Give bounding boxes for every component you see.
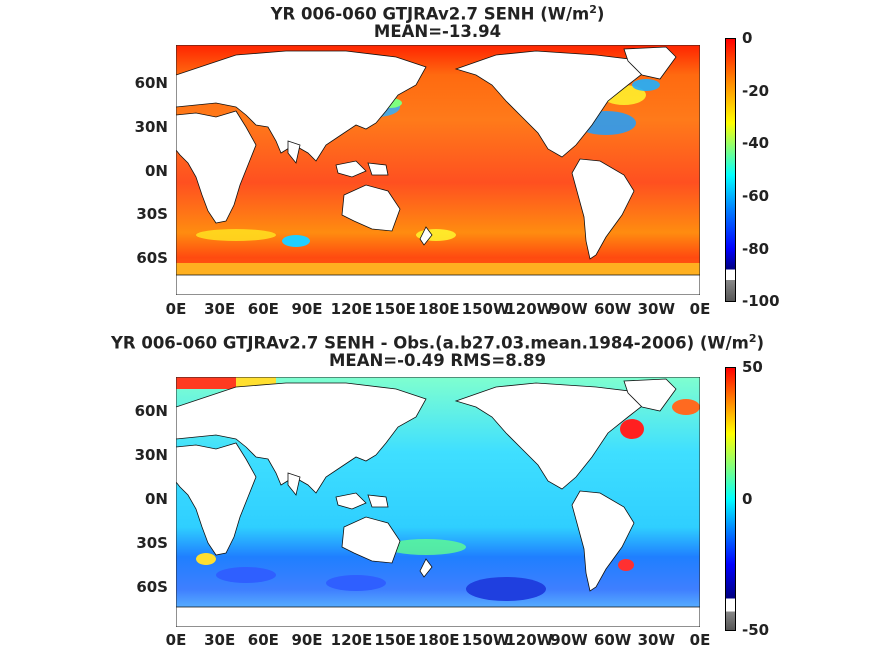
panel1-ytick: 60N xyxy=(134,74,168,92)
panel2-colorbar-label: 0 xyxy=(742,490,753,508)
panel1-xtick: 120E xyxy=(330,300,373,318)
panel2-colorbar-label: 50 xyxy=(742,358,763,376)
panel1-colorbar-label: 0 xyxy=(742,29,753,47)
panel2-xtick: 0E xyxy=(689,631,711,649)
panel1-title: YR 006-060 GTJRAv2.7 SENH (W/m2) xyxy=(270,3,605,24)
panel2-xtick: 60W xyxy=(593,631,632,649)
panel2-xtick: 90W xyxy=(550,631,588,649)
panel2-xtick: 30W xyxy=(637,631,676,649)
panel2-ytick: 60N xyxy=(134,402,168,420)
panel1-xtick: 150W xyxy=(461,300,510,318)
panel1-colorbar-label: -20 xyxy=(742,82,770,100)
panel2-xtick: 90E xyxy=(291,631,323,649)
panel1-xtick: 0E xyxy=(689,300,711,318)
panel1-ytick: 30N xyxy=(134,118,168,136)
panel2-mean-rms: MEAN=-0.49 RMS=8.89 xyxy=(329,351,546,370)
panel1-xtick: 60E xyxy=(247,300,279,318)
panel2-map xyxy=(176,377,700,627)
panel2-xtick: 150W xyxy=(461,631,510,649)
panel1-colorbar-label: -80 xyxy=(742,240,770,258)
panel1-xtick: 30E xyxy=(204,300,236,318)
panel2-xtick: 120W xyxy=(505,631,554,649)
panel1-mean: MEAN=-13.94 xyxy=(373,22,502,41)
panel2-ytick: 30N xyxy=(134,446,168,464)
panel1-colorbar-label: -40 xyxy=(742,134,770,152)
panel2-xtick: 0E xyxy=(165,631,187,649)
panel1-xtick: 30W xyxy=(637,300,676,318)
panel1-xtick: 60W xyxy=(593,300,632,318)
panel2-ytick: 30S xyxy=(136,534,168,552)
panel2-ytick: 60S xyxy=(136,578,168,596)
panel1-colorbar-label: -60 xyxy=(742,187,770,205)
panel2-xtick: 30E xyxy=(204,631,236,649)
panel1-colorbar xyxy=(725,38,736,302)
panel1-xtick: 180E xyxy=(418,300,460,318)
panel2-colorbar-label: -50 xyxy=(742,621,770,639)
panel1-xtick: 90E xyxy=(291,300,323,318)
panel2-colorbar xyxy=(725,367,736,631)
panel1-ytick: 0N xyxy=(145,162,168,180)
panel1-ytick: 60S xyxy=(136,249,168,267)
panel2-xtick: 60E xyxy=(247,631,279,649)
panel2-xtick: 180E xyxy=(418,631,460,649)
panel2-title: YR 006-060 GTJRAv2.7 SENH - Obs.(a.b27.0… xyxy=(110,332,765,353)
panel1-ytick: 30S xyxy=(136,205,168,223)
panel1-xtick: 0E xyxy=(165,300,187,318)
panel2-xtick: 120E xyxy=(330,631,373,649)
panel1-xtick: 150E xyxy=(374,300,416,318)
panel1-xtick: 90W xyxy=(550,300,588,318)
panel2-xtick: 150E xyxy=(374,631,416,649)
panel1-xtick: 120W xyxy=(505,300,554,318)
panel1-colorbar-label: -100 xyxy=(742,292,780,310)
panel2-ytick: 0N xyxy=(145,490,168,508)
panel1-map xyxy=(176,45,700,295)
